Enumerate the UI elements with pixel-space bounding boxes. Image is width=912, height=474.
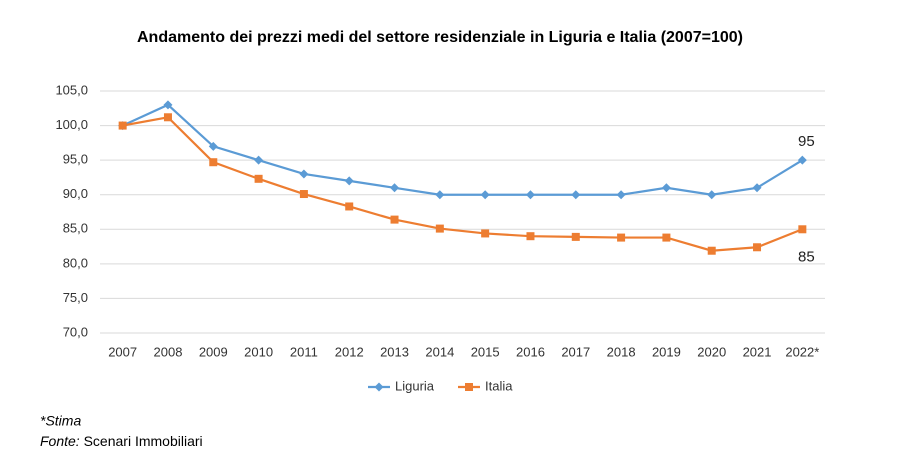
- x-tick-label: 2011: [290, 344, 318, 359]
- y-tick-label: 80,0: [63, 255, 88, 270]
- y-tick-label: 90,0: [63, 186, 88, 201]
- x-tick-label: 2014: [425, 344, 454, 359]
- source-label: Fonte:: [40, 433, 80, 449]
- point: [390, 215, 399, 224]
- point: [661, 183, 671, 193]
- point: [344, 176, 354, 186]
- point: [299, 190, 308, 199]
- point: [209, 158, 218, 167]
- series-line: [122, 116, 803, 252]
- y-tick-label: 105,0: [55, 82, 88, 97]
- point: [208, 141, 218, 151]
- point: [163, 100, 173, 110]
- point: [797, 155, 807, 165]
- x-tick-label: 2013: [380, 344, 409, 359]
- y-tick-label: 75,0: [63, 290, 88, 305]
- x-tick-label: 2019: [652, 344, 681, 359]
- point: [526, 232, 535, 241]
- point: [254, 155, 264, 165]
- data-label: 85: [798, 248, 815, 265]
- point: [163, 113, 172, 122]
- x-tick-label: 2018: [607, 344, 636, 359]
- x-tick-label: 2010: [244, 344, 273, 359]
- point: [707, 190, 717, 200]
- source: Scenari Immobiliari: [84, 433, 203, 449]
- y-tick-label: 70,0: [63, 324, 88, 339]
- point: [662, 233, 671, 242]
- point: [707, 246, 716, 255]
- x-tick-label: 2007: [108, 344, 137, 359]
- point: [753, 243, 762, 252]
- data-label: 95: [798, 133, 815, 150]
- point: [571, 232, 580, 241]
- point: [480, 190, 490, 200]
- y-tick-label: 95,0: [63, 152, 88, 167]
- x-tick-label: 2012: [335, 344, 364, 359]
- point: [435, 224, 444, 233]
- point: [752, 183, 762, 193]
- point: [798, 225, 807, 234]
- x-tick-label: 2009: [199, 344, 228, 359]
- y-tick-label: 85,0: [63, 221, 88, 236]
- point: [299, 169, 309, 179]
- point: [616, 190, 626, 200]
- series-line: [122, 103, 803, 196]
- point: [481, 229, 490, 238]
- source-note: Fonte: Scenari Immobiliari: [40, 433, 203, 449]
- point: [345, 202, 354, 211]
- x-tick-label: 2016: [516, 344, 545, 359]
- x-tick-label: 2022*: [785, 344, 819, 359]
- chart-title: Andamento dei prezzi medi del settore re…: [137, 29, 743, 46]
- x-tick-label: 2008: [154, 344, 183, 359]
- point: [390, 183, 400, 193]
- point: [465, 383, 473, 391]
- point: [254, 174, 263, 183]
- legend-label: Italia: [485, 378, 513, 393]
- point: [374, 382, 384, 392]
- x-tick-label: 2021: [743, 344, 772, 359]
- x-tick-label: 2020: [697, 344, 726, 359]
- y-tick-label: 100,0: [55, 117, 88, 132]
- x-tick-label: 2015: [471, 344, 500, 359]
- legend-label: Liguria: [395, 378, 435, 393]
- x-tick-label: 2017: [561, 344, 590, 359]
- point: [435, 190, 445, 200]
- point: [118, 121, 127, 130]
- point: [617, 233, 626, 242]
- footnote: *Stima: [40, 413, 81, 429]
- point: [525, 190, 535, 200]
- point: [571, 190, 581, 200]
